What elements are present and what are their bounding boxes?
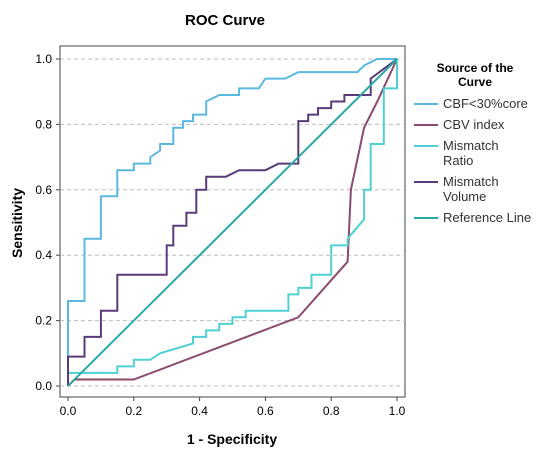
y-tick-label: 0.6: [35, 183, 52, 197]
legend-label-line: Mismatch: [443, 138, 499, 153]
series-line-cbv-index: [67, 58, 398, 387]
x-tick-label: 0.0: [60, 404, 77, 418]
legend-title-line: Source of the: [437, 61, 514, 75]
x-tick-label: 1.0: [389, 404, 406, 418]
series-line-reference-line: [67, 58, 398, 387]
y-tick-label: 0.2: [35, 314, 52, 328]
legend-label-cbv-index: CBV index: [443, 117, 505, 132]
legend-label-line: Ratio: [443, 153, 473, 168]
legend-label-cbf-30-core: CBF<30%core: [443, 96, 528, 111]
y-tick-label: 0.8: [35, 117, 52, 131]
legend: Source of the Curve CBF<30%core CBV index Mi…: [414, 61, 531, 225]
y-tick-label: 1.0: [35, 52, 52, 66]
legend-label-line: Mismatch: [443, 174, 499, 189]
legend-title: Source of the Curve: [437, 61, 514, 89]
series-line-mismatch-ratio: [67, 59, 398, 386]
legend-label-mismatch-volume: Mismatch Volume: [443, 174, 499, 204]
chart-title: ROC Curve: [185, 12, 265, 29]
series-line-mismatch-volume: [67, 58, 398, 386]
series-line-cbf-30-core: [67, 58, 397, 386]
x-axis-title: 1 - Specificity: [187, 431, 277, 447]
x-tick-label: 0.2: [125, 404, 142, 418]
y-tick-label: 0.0: [35, 379, 52, 393]
plot-frame: [59, 45, 406, 398]
y-tick-label: 0.4: [35, 248, 52, 262]
plot-area: 0.0 0.2 0.4 0.6 0.8 1.0 0.0 0.2 0.4 0.6 0.8 1.0: [35, 45, 406, 418]
legend-label-line: CBF<30%core: [443, 96, 528, 111]
legend-label-mismatch-ratio: Mismatch Ratio: [443, 138, 499, 168]
x-tick-label: 0.8: [323, 404, 340, 418]
legend-label-line: CBV index: [443, 117, 505, 132]
legend-label-reference-line: Reference Line: [443, 210, 531, 225]
x-tick-label: 0.6: [257, 404, 274, 418]
legend-title-line: Curve: [458, 75, 492, 89]
y-axis-title: Sensitivity: [9, 188, 25, 258]
x-tick-label: 0.4: [191, 404, 208, 418]
legend-label-line: Reference Line: [443, 210, 531, 225]
legend-label-line: Volume: [443, 189, 486, 204]
